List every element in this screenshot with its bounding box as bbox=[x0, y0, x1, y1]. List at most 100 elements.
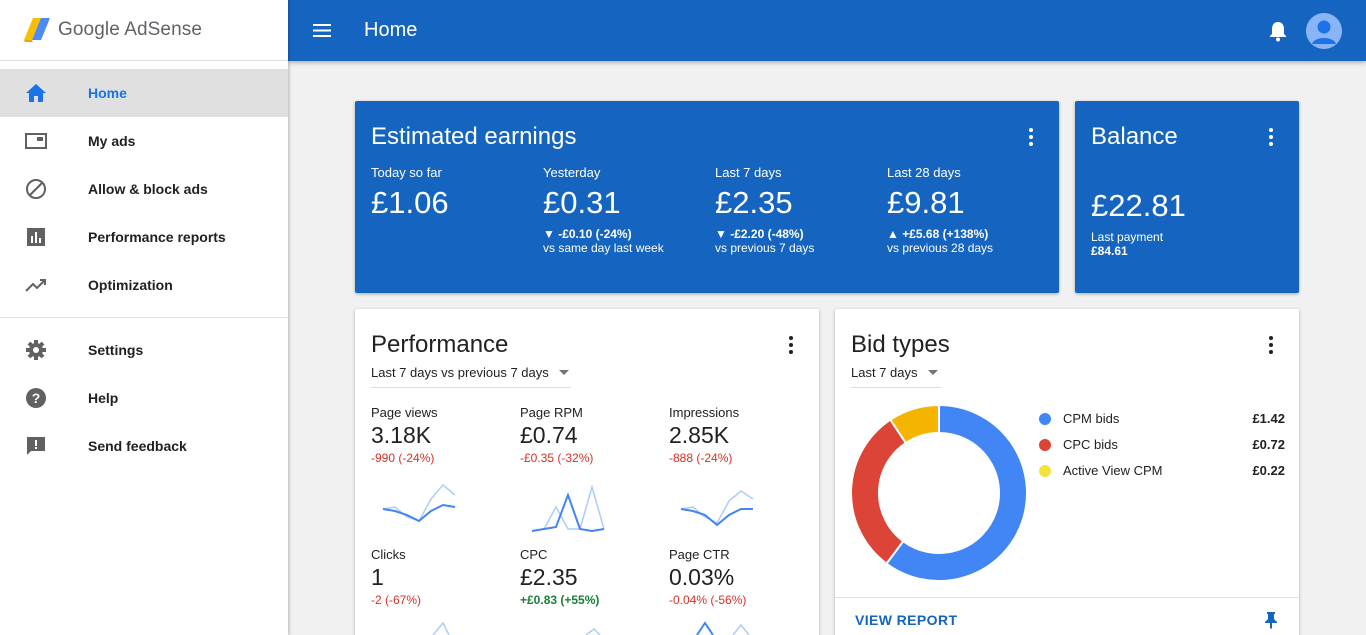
legend-item-active-view-cpm: Active View CPM £0.22 bbox=[1039, 463, 1285, 478]
bell-icon[interactable] bbox=[1266, 19, 1290, 43]
metric-last-28-days: Last 28 days £9.81 ▲ +£5.68 (+138%) vs p… bbox=[887, 165, 1057, 255]
sidebar-item-performance-reports[interactable]: Performance reports bbox=[0, 213, 288, 261]
sidebar-item-label: Settings bbox=[88, 342, 144, 358]
donut-slice-active-view-cpm[interactable] bbox=[888, 403, 940, 445]
sidebar-item-label: Send feedback bbox=[88, 438, 187, 454]
sidebar-item-home[interactable]: Home bbox=[0, 69, 288, 117]
metric-value: £0.74 bbox=[520, 422, 578, 448]
legend-dot bbox=[1039, 412, 1051, 425]
sidebar-item-label: Allow & block ads bbox=[88, 181, 208, 197]
metric-change: ▼ -£2.20 (-48%) bbox=[715, 227, 804, 241]
trending-up-icon bbox=[24, 273, 48, 297]
sidebar-item-label: Performance reports bbox=[88, 229, 226, 245]
metric-page-rpm[interactable]: Page RPM £0.74 -£0.35 (-32%) bbox=[520, 405, 650, 465]
sidebar-item-help[interactable]: ? Help bbox=[0, 374, 288, 422]
metric-value: £0.31 bbox=[543, 185, 621, 220]
sidebar-item-optimization[interactable]: Optimization bbox=[0, 261, 288, 309]
bid-types-card: Bid types Last 7 days CPM bids £1.42 CPC… bbox=[835, 309, 1299, 635]
brand[interactable]: Google AdSense bbox=[0, 0, 288, 61]
sidebar-item-label: My ads bbox=[88, 133, 136, 149]
adsense-logo-icon bbox=[24, 18, 50, 42]
sparkline-page-views bbox=[382, 483, 456, 523]
sparkline-impressions bbox=[680, 490, 754, 527]
metric-change: -888 (-24%) bbox=[669, 451, 733, 465]
more-vert-icon[interactable] bbox=[1021, 127, 1041, 147]
metric-change: -0.04% (-56%) bbox=[669, 593, 747, 607]
card-footer: VIEW REPORT bbox=[835, 597, 1299, 635]
date-range-label: Last 7 days bbox=[851, 365, 918, 380]
sparkline-cpc bbox=[585, 628, 601, 635]
card-title: Balance bbox=[1091, 123, 1178, 150]
card-title: Performance bbox=[371, 331, 509, 358]
balance-metric: £22.81 Last payment £84.61 bbox=[1091, 183, 1261, 258]
metric-value: £2.35 bbox=[715, 185, 793, 220]
sidebar-item-send-feedback[interactable]: Send feedback bbox=[0, 422, 288, 470]
avatar[interactable] bbox=[1306, 12, 1342, 49]
sidebar-item-my-ads[interactable]: My ads bbox=[0, 117, 288, 165]
bid-types-donut-chart bbox=[850, 403, 1028, 582]
brand-name: Google AdSense bbox=[58, 19, 203, 40]
more-vert-icon[interactable] bbox=[1261, 127, 1281, 147]
last-payment-label: Last payment bbox=[1091, 230, 1164, 244]
metric-value: £1.06 bbox=[371, 185, 449, 220]
caret-down-icon bbox=[558, 370, 569, 375]
metric-label: Last 7 days bbox=[715, 165, 782, 180]
metric-label: Last 28 days bbox=[887, 165, 961, 180]
metric-page-ctr[interactable]: Page CTR 0.03% -0.04% (-56%) bbox=[669, 547, 799, 607]
view-report-link[interactable]: VIEW REPORT bbox=[855, 611, 958, 628]
sparkline-page-rpm bbox=[531, 484, 605, 533]
top-app-bar: Home bbox=[288, 0, 1366, 61]
metric-value: 1 bbox=[371, 564, 384, 590]
metric-label: Clicks bbox=[371, 547, 406, 562]
legend-label: CPM bids bbox=[1063, 411, 1120, 426]
svg-text:?: ? bbox=[32, 390, 41, 406]
sidebar-item-label: Help bbox=[88, 390, 119, 406]
sidebar-nav: Home My ads Allow & block ads Performanc… bbox=[0, 61, 288, 470]
home-icon bbox=[24, 81, 48, 105]
date-range-label: Last 7 days vs previous 7 days bbox=[371, 365, 549, 380]
metric-clicks[interactable]: Clicks 1 -2 (-67%) bbox=[371, 547, 501, 607]
metric-page-views[interactable]: Page views 3.18K -990 (-24%) bbox=[371, 405, 501, 465]
date-range-dropdown[interactable]: Last 7 days bbox=[851, 365, 941, 388]
block-icon bbox=[24, 177, 48, 201]
metric-compare: vs same day last week bbox=[543, 241, 664, 255]
legend-item-cpm-bids: CPM bids £1.42 bbox=[1039, 411, 1285, 426]
date-range-dropdown[interactable]: Last 7 days vs previous 7 days bbox=[371, 365, 571, 388]
metric-cpc[interactable]: CPC £2.35 +£0.83 (+55%) bbox=[520, 547, 650, 607]
metric-last-7-days: Last 7 days £2.35 ▼ -£2.20 (-48%) vs pre… bbox=[715, 165, 885, 255]
metric-label: Today so far bbox=[371, 165, 442, 180]
more-vert-icon[interactable] bbox=[781, 335, 801, 355]
metric-compare: vs previous 28 days bbox=[887, 241, 994, 255]
donut-slice-cpm-bids[interactable] bbox=[885, 403, 1028, 582]
metric-change: ▲ +£5.68 (+138%) bbox=[887, 227, 989, 241]
metric-change: -2 (-67%) bbox=[371, 593, 422, 607]
metric-change: +£0.83 (+55%) bbox=[520, 593, 600, 607]
page-title: Home bbox=[364, 19, 418, 41]
pin-icon[interactable] bbox=[1263, 611, 1279, 629]
metric-value: £2.35 bbox=[520, 564, 578, 590]
metric-impressions[interactable]: Impressions 2.85K -888 (-24%) bbox=[669, 405, 799, 465]
metric-change: ▼ -£0.10 (-24%) bbox=[543, 227, 632, 241]
metric-change: -990 (-24%) bbox=[371, 451, 435, 465]
legend-label: CPC bids bbox=[1063, 437, 1118, 452]
metric-label: Page CTR bbox=[669, 547, 730, 562]
last-payment-value: £84.61 bbox=[1091, 244, 1128, 258]
sparkline-page-ctr bbox=[696, 621, 750, 635]
more-vert-icon[interactable] bbox=[1261, 335, 1281, 355]
gear-icon bbox=[24, 338, 48, 362]
metric-label: Page RPM bbox=[520, 405, 583, 420]
legend-dot bbox=[1039, 464, 1051, 477]
card-title: Bid types bbox=[851, 331, 950, 358]
feedback-icon bbox=[24, 434, 48, 458]
sparkline-clicks bbox=[432, 621, 450, 635]
sidebar-item-settings[interactable]: Settings bbox=[0, 326, 288, 374]
legend-amount: £0.22 bbox=[1252, 463, 1285, 478]
metric-label: Page views bbox=[371, 405, 438, 420]
metric-value: 2.85K bbox=[669, 422, 730, 448]
metric-label: Yesterday bbox=[543, 165, 601, 180]
account-icon bbox=[1306, 12, 1342, 49]
metric-yesterday: Yesterday £0.31 ▼ -£0.10 (-24%) vs same … bbox=[543, 165, 713, 255]
donut-slice-cpc-bids[interactable] bbox=[850, 418, 908, 566]
sidebar-item-allow-block-ads[interactable]: Allow & block ads bbox=[0, 165, 288, 213]
menu-icon[interactable] bbox=[310, 19, 334, 43]
